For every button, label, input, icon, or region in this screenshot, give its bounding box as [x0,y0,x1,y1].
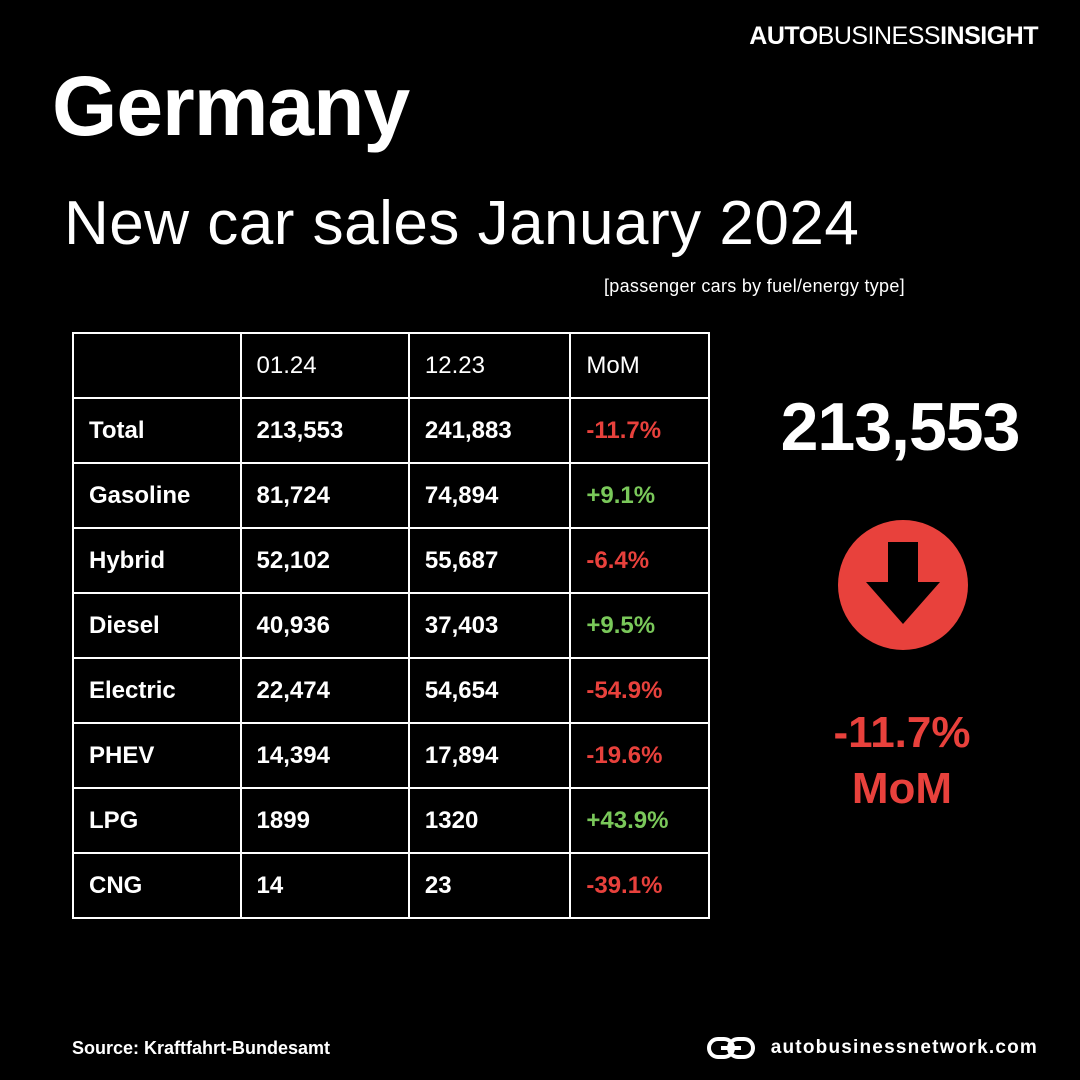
jan24-value-cell: 1899 [239,787,410,854]
link-icon [706,1037,755,1059]
sales-table: 01.24 12.23 MoM Total 213,553 241,883 -11.7… [72,332,710,919]
row-label-cell: Diesel [72,592,242,659]
table-row: Electric 22,474 54,654 -54.9% [72,657,710,724]
header-cell-label [72,332,242,399]
table-row: LPG 1899 1320 +43.9% [72,787,710,854]
row-label-cell: PHEV [72,722,242,789]
row-label-cell: LPG [72,787,242,854]
subtitle: [passenger cars by fuel/energy type] [604,276,905,296]
jan24-value-cell: 14 [239,852,410,919]
row-label-cell: Hybrid [72,527,242,594]
header-cell-mom: MoM [569,332,710,399]
headline: New car sales January 2024 [64,189,860,258]
header-cell-jan24: 01.24 [239,332,410,399]
jan24-value-cell: 22,474 [239,657,410,724]
down-arrow-icon [838,520,968,650]
header-cell-dec23: 12.23 [407,332,572,399]
jan24-value-cell: 52,102 [239,527,410,594]
jan24-value-cell: 14,394 [239,722,410,789]
country-title: Germany [52,59,410,153]
table-row: PHEV 14,394 17,894 -19.6% [72,722,710,789]
row-label-cell: CNG [72,852,242,919]
mom-value-cell: -11.7% [569,397,710,464]
table-row: Hybrid 52,102 55,687 -6.4% [72,527,710,594]
website-link[interactable]: autobusinessnetwork.com [706,1036,1038,1060]
table-body: Total 213,553 241,883 -11.7% Gasoline 81,724 7… [72,397,710,919]
jan24-value-cell: 40,936 [239,592,410,659]
dec23-value-cell: 23 [407,852,572,919]
mom-value-cell: +9.5% [569,592,710,659]
brand-part-insight: INSIGHT [940,22,1038,50]
dec23-value-cell: 37,403 [407,592,572,659]
mom-value-cell: -39.1% [569,852,710,919]
mom-value-cell: +43.9% [569,787,710,854]
website-url[interactable]: autobusinessnetwork.com [770,1037,1038,1058]
table-row: Gasoline 81,724 74,894 +9.1% [72,462,710,529]
table-row: Total 213,553 241,883 -11.7% [72,397,710,464]
table-row: CNG 14 23 -39.1% [72,852,710,919]
brand-part-business: BUSINESS [817,22,941,50]
source-note: Source: Kraftfahrt-Bundesamt [72,1038,331,1058]
dec23-value-cell: 55,687 [407,527,572,594]
row-label-cell: Gasoline [72,462,242,529]
table-row: Diesel 40,936 37,403 +9.5% [72,592,710,659]
table-header-row: 01.24 12.23 MoM [72,332,710,399]
row-label-cell: Electric [72,657,242,724]
dec23-value-cell: 54,654 [407,657,572,724]
row-label-cell: Total [72,397,242,464]
dec23-value-cell: 74,894 [407,462,572,529]
mom-label: MoM [851,764,953,813]
mom-value-cell: +9.1% [569,462,710,529]
brand-part-auto: AUTO [749,22,818,50]
jan24-value-cell: 213,553 [239,397,410,464]
dec23-value-cell: 1320 [407,787,572,854]
mom-value-cell: -19.6% [569,722,710,789]
brand-logo: AUTOBUSINESSINSIGHT [749,22,1038,51]
dec23-value-cell: 17,894 [407,722,572,789]
dec23-value-cell: 241,883 [407,397,572,464]
mom-value-cell: -54.9% [569,657,710,724]
total-sales-value: 213,553 [780,389,1021,465]
mom-value-cell: -6.4% [569,527,710,594]
mom-change-value: -11.7% [833,708,971,757]
jan24-value-cell: 81,724 [239,462,410,529]
